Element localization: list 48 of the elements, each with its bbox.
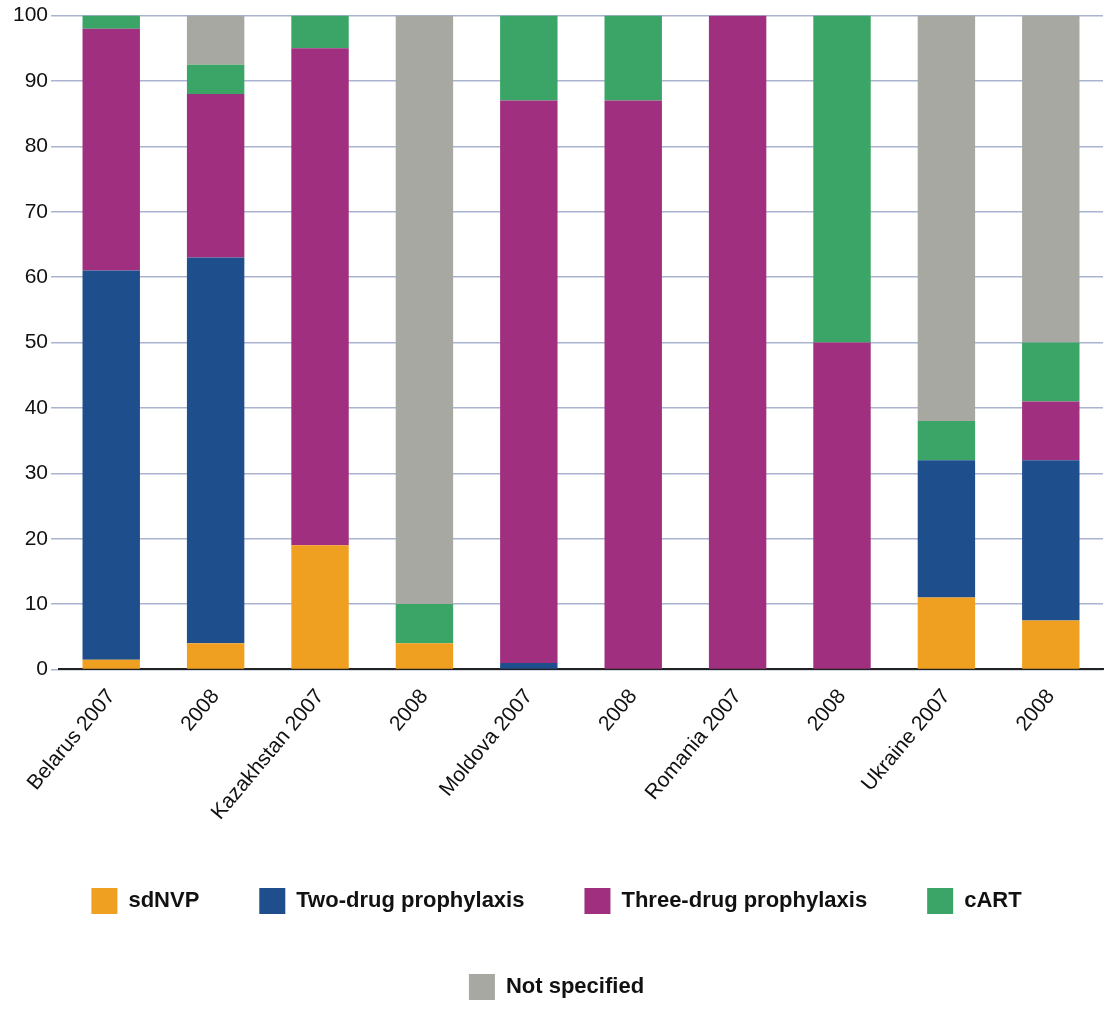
bar [708, 15, 767, 669]
bar [291, 545, 349, 669]
bar [1022, 401, 1080, 461]
bar [186, 15, 245, 65]
legend-label: Two-drug prophylaxis [296, 887, 525, 913]
bar [1022, 15, 1080, 343]
y-tick-label: 40 [24, 394, 49, 418]
y-tick-label: 20 [24, 525, 49, 549]
bar [604, 15, 662, 101]
y-tick-label: 100 [12, 2, 49, 26]
bar [186, 94, 245, 258]
bar [186, 643, 245, 669]
y-tick-label: 10 [24, 590, 49, 614]
bar [395, 15, 454, 605]
legend-label: Three-drug prophylaxis [621, 887, 868, 913]
bar [82, 270, 140, 660]
y-tick-label: 80 [24, 133, 49, 157]
bar [813, 15, 871, 343]
y-tick-label: 90 [24, 67, 49, 91]
bar [291, 15, 349, 49]
bar [917, 15, 976, 422]
y-tick-label: 50 [24, 329, 49, 353]
bar [395, 643, 454, 669]
bar [500, 100, 558, 663]
y-tick-label: 60 [24, 263, 49, 287]
bar [186, 64, 245, 95]
bar [1022, 342, 1080, 402]
bar [917, 421, 976, 461]
bar [82, 28, 140, 271]
bar [604, 100, 662, 669]
bar [500, 662, 558, 669]
y-tick-label: 70 [24, 198, 49, 222]
y-tick-label: 0 [36, 656, 49, 680]
bar [395, 604, 454, 644]
bar [500, 15, 558, 101]
bar [917, 460, 976, 598]
bar [813, 342, 871, 669]
bar [917, 597, 976, 669]
y-tick-label: 30 [24, 460, 49, 484]
legend-label: sdNVP [128, 887, 200, 913]
bar [82, 15, 140, 29]
bar [186, 257, 245, 644]
bar [1022, 620, 1080, 669]
bar [82, 659, 140, 669]
legend-label: Not specified [505, 973, 645, 999]
bar [1022, 460, 1080, 621]
bar [291, 48, 349, 546]
legend-label: cART [964, 887, 1023, 913]
